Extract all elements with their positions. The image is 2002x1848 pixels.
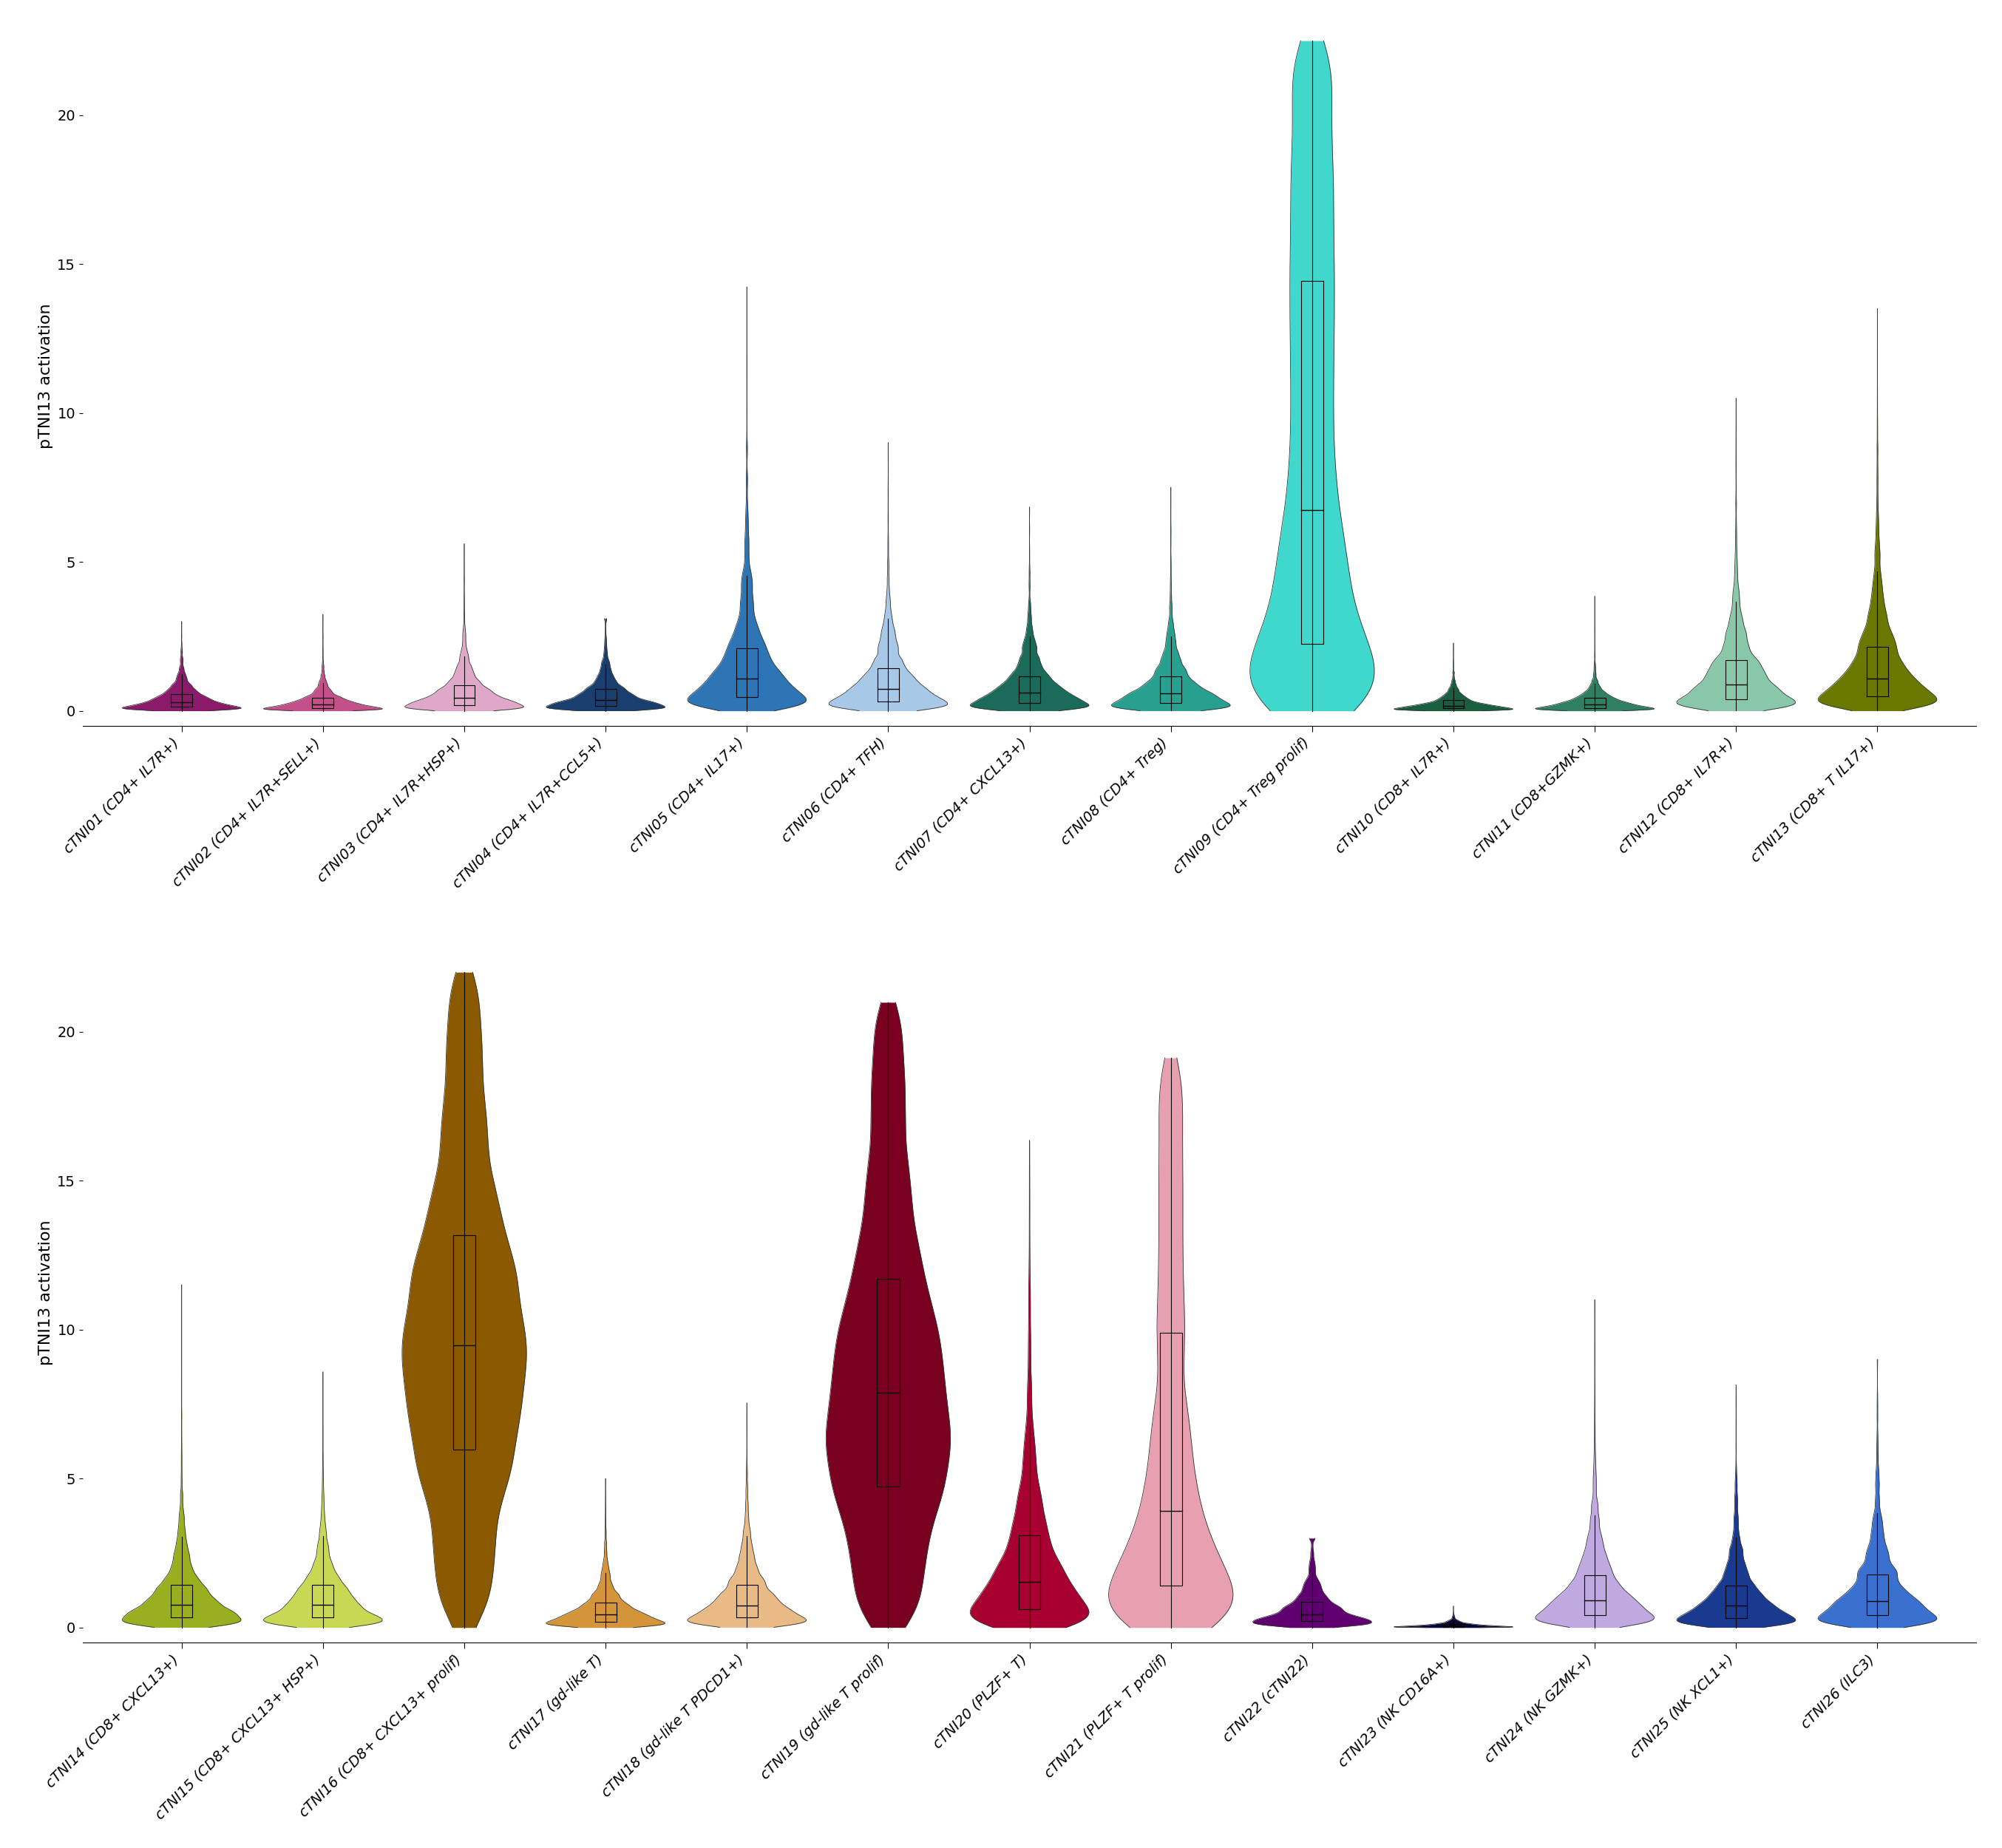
Y-axis label: pTNI13 activation: pTNI13 activation [38, 1220, 52, 1366]
Y-axis label: pTNI13 activation: pTNI13 activation [38, 303, 52, 449]
